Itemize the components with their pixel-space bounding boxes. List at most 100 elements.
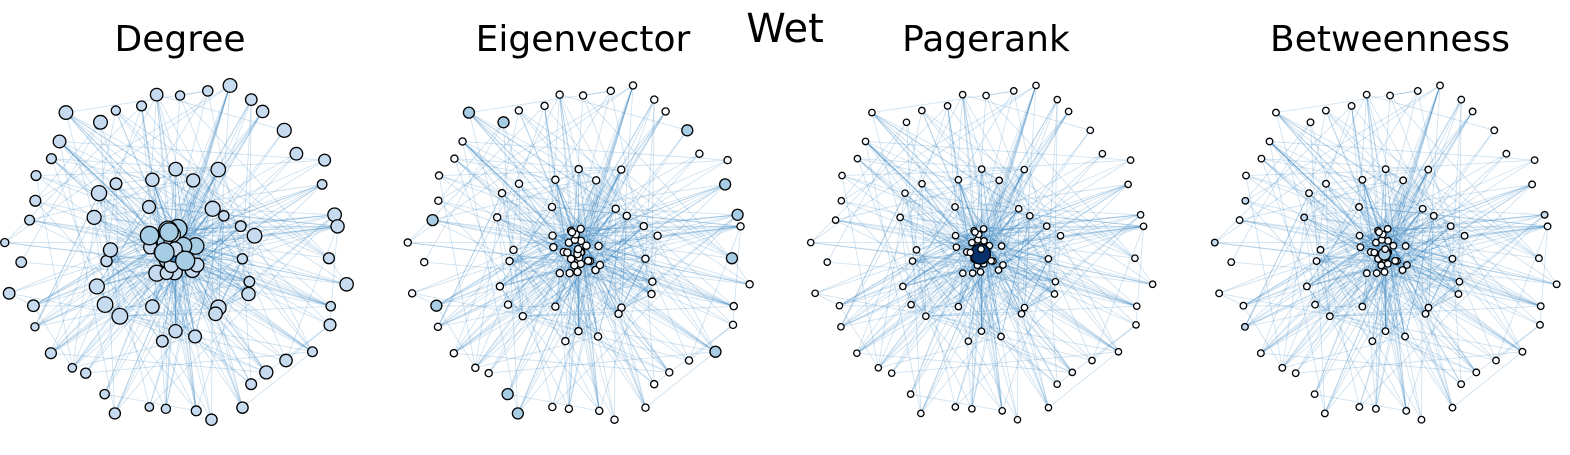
- network-edge: [1361, 272, 1378, 307]
- network-node: [583, 256, 593, 266]
- network-edge: [599, 264, 652, 295]
- network-node: [563, 248, 572, 257]
- network-edge: [973, 180, 1000, 231]
- network-edge: [983, 240, 1049, 408]
- network-node: [565, 268, 574, 278]
- network-edge: [1387, 240, 1453, 408]
- network-node: [994, 266, 1003, 274]
- network-edge: [474, 239, 576, 369]
- network-edge: [902, 208, 1019, 287]
- network-edge: [810, 85, 1037, 243]
- network-edge: [983, 208, 1019, 230]
- network-node: [614, 309, 623, 319]
- network-node: [174, 250, 196, 271]
- network-edge: [1375, 269, 1403, 409]
- network-node: [218, 210, 230, 222]
- network-edge: [474, 193, 503, 368]
- network-edge: [1366, 272, 1477, 373]
- network-node: [190, 405, 202, 417]
- network-node: [1355, 403, 1364, 411]
- network-node: [606, 86, 616, 96]
- network-edge: [626, 130, 688, 217]
- network-edge: [1384, 271, 1477, 373]
- network-node: [153, 242, 175, 263]
- network-edge: [33, 248, 176, 307]
- network-edge: [507, 242, 570, 395]
- network-edge: [1303, 217, 1523, 353]
- network-edge: [1314, 393, 1407, 412]
- network-edge: [1023, 169, 1119, 352]
- network-edge: [104, 260, 186, 395]
- network-edge: [578, 168, 733, 259]
- network-edge: [921, 110, 1136, 259]
- network-edge: [1245, 200, 1373, 342]
- network-edge: [34, 122, 101, 202]
- network-edge: [1245, 175, 1377, 274]
- network-edge: [839, 230, 975, 307]
- network-edge: [509, 260, 579, 332]
- network-edge: [899, 217, 912, 305]
- network-edge: [453, 230, 572, 354]
- network-edge: [1358, 208, 1424, 408]
- network-edge: [496, 94, 561, 218]
- network-edge: [468, 112, 646, 260]
- network-edge: [570, 180, 597, 231]
- network-edge: [925, 307, 1025, 317]
- network-edge: [577, 253, 646, 260]
- network-edge: [957, 179, 980, 235]
- network-edge: [1282, 264, 1408, 369]
- network-edge: [1375, 250, 1386, 409]
- network-edge: [509, 260, 596, 271]
- network-edge: [501, 193, 553, 408]
- network-edge: [1314, 111, 1473, 305]
- network-node: [995, 176, 1004, 185]
- network-node: [1126, 156, 1135, 164]
- network-edge: [174, 111, 263, 250]
- network-edge: [1316, 260, 1403, 271]
- network-edge: [615, 208, 716, 352]
- network-edge: [1306, 214, 1545, 287]
- network-edge: [610, 90, 646, 259]
- network-edge: [1366, 94, 1396, 261]
- network-edge: [503, 122, 519, 414]
- network-edge: [578, 248, 750, 285]
- network-edge: [841, 175, 906, 194]
- network-edge: [916, 168, 983, 251]
- network-edge: [967, 95, 987, 342]
- network-edge: [1308, 193, 1331, 317]
- network-edge: [488, 315, 524, 374]
- network-edge: [212, 208, 331, 326]
- network-edge: [865, 141, 1002, 247]
- network-edge: [615, 208, 734, 326]
- network-edge: [544, 105, 570, 409]
- network-edge: [645, 258, 734, 307]
- network-edge: [518, 110, 733, 259]
- network-edge: [1275, 112, 1459, 295]
- network-edge: [857, 158, 985, 265]
- network-edge: [559, 94, 688, 131]
- network-node: [1355, 203, 1363, 211]
- network-edge: [551, 94, 561, 207]
- network-node: [241, 286, 256, 302]
- network-edge: [981, 159, 1131, 170]
- network-node: [1391, 256, 1400, 265]
- network-edge: [1024, 281, 1056, 308]
- network-edge: [1375, 183, 1533, 244]
- network-edge: [148, 206, 243, 260]
- network-edge: [1308, 193, 1360, 408]
- network-edge: [1275, 90, 1418, 114]
- network-edge: [1325, 110, 1523, 353]
- network-edge: [1325, 183, 1460, 283]
- network-edge: [1385, 169, 1453, 408]
- network-edge: [1001, 245, 1025, 308]
- network-edge: [241, 99, 252, 259]
- network-edge: [462, 141, 596, 271]
- network-node: [1139, 222, 1148, 231]
- network-edge: [577, 169, 622, 251]
- network-edge: [438, 85, 634, 202]
- network-edge: [1018, 208, 1055, 295]
- network-edge: [839, 260, 913, 307]
- network-edge: [65, 112, 150, 208]
- network-edge: [577, 183, 726, 250]
- network-edge: [432, 219, 750, 285]
